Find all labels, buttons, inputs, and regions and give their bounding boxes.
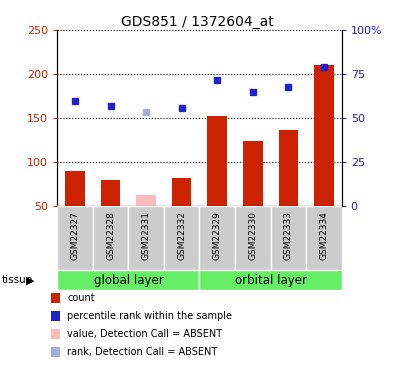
Bar: [136, 195, 156, 206]
Text: ▶: ▶: [26, 275, 34, 285]
Bar: [128, 206, 164, 270]
Text: GSM22334: GSM22334: [320, 211, 328, 260]
Text: GSM22333: GSM22333: [284, 211, 293, 260]
Bar: [101, 180, 120, 206]
Text: GDS851 / 1372604_at: GDS851 / 1372604_at: [121, 15, 274, 29]
Bar: [243, 141, 263, 206]
Text: GSM22329: GSM22329: [213, 211, 222, 260]
Bar: [199, 206, 235, 270]
Text: percentile rank within the sample: percentile rank within the sample: [67, 311, 232, 321]
Text: tissue: tissue: [2, 275, 33, 285]
Bar: [306, 206, 342, 270]
Text: rank, Detection Call = ABSENT: rank, Detection Call = ABSENT: [67, 347, 217, 357]
Text: value, Detection Call = ABSENT: value, Detection Call = ABSENT: [67, 329, 222, 339]
Bar: [207, 116, 227, 206]
Bar: [314, 65, 334, 206]
Text: GSM22328: GSM22328: [106, 211, 115, 260]
Text: GSM22327: GSM22327: [71, 211, 79, 260]
Bar: [278, 130, 298, 206]
Text: global layer: global layer: [94, 274, 163, 287]
Bar: [271, 206, 306, 270]
Text: count: count: [67, 293, 95, 303]
Bar: [172, 178, 192, 206]
Bar: [57, 270, 199, 290]
Bar: [164, 206, 199, 270]
Bar: [235, 206, 271, 270]
Bar: [57, 206, 93, 270]
Text: GSM22331: GSM22331: [142, 211, 150, 260]
Text: GSM22330: GSM22330: [248, 211, 257, 260]
Bar: [93, 206, 128, 270]
Bar: [65, 171, 85, 206]
Text: GSM22332: GSM22332: [177, 211, 186, 260]
Text: orbital layer: orbital layer: [235, 274, 307, 287]
Bar: [199, 270, 342, 290]
